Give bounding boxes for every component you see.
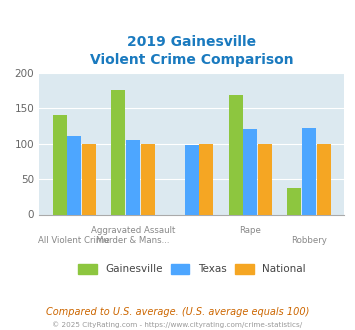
Bar <box>200 144 213 214</box>
Bar <box>141 144 155 214</box>
Text: © 2025 CityRating.com - https://www.cityrating.com/crime-statistics/: © 2025 CityRating.com - https://www.city… <box>53 322 302 328</box>
Bar <box>288 187 301 214</box>
Bar <box>185 145 199 214</box>
Text: Rape: Rape <box>240 226 261 235</box>
Text: Compared to U.S. average. (U.S. average equals 100): Compared to U.S. average. (U.S. average … <box>46 307 309 317</box>
Bar <box>317 144 331 214</box>
Text: Murder & Mans...: Murder & Mans... <box>96 237 170 246</box>
Bar <box>244 129 257 214</box>
Title: 2019 Gainesville
Violent Crime Comparison: 2019 Gainesville Violent Crime Compariso… <box>90 35 294 67</box>
Legend: Gainesville, Texas, National: Gainesville, Texas, National <box>73 259 310 278</box>
Text: All Violent Crime: All Violent Crime <box>38 237 110 246</box>
Bar <box>302 128 316 214</box>
Text: Aggravated Assault: Aggravated Assault <box>91 226 175 235</box>
Bar <box>53 115 67 214</box>
Text: Robbery: Robbery <box>291 237 327 246</box>
Bar <box>229 95 243 214</box>
Bar <box>126 140 140 214</box>
Bar <box>258 144 272 214</box>
Bar <box>82 144 96 214</box>
Bar <box>67 137 81 214</box>
Bar <box>111 90 125 214</box>
